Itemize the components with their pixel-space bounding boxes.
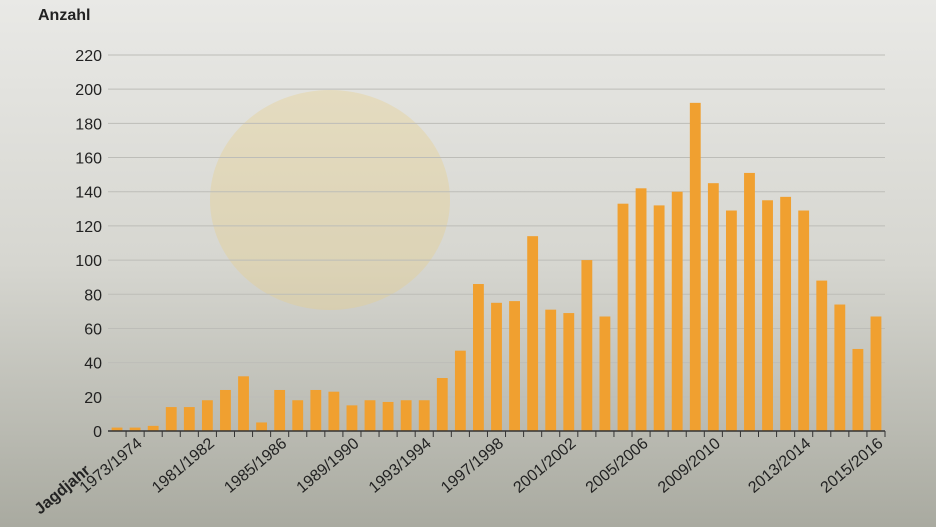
bar: [292, 400, 303, 431]
bar: [473, 284, 484, 431]
bar: [690, 103, 701, 431]
bar: [419, 400, 430, 431]
bar: [347, 405, 358, 431]
y-axis-title: Anzahl: [38, 7, 90, 24]
bar: [708, 183, 719, 431]
bar: [184, 407, 195, 431]
y-tick-label: 80: [84, 287, 102, 304]
bar: [762, 200, 773, 431]
bar: [365, 400, 376, 431]
bar: [581, 260, 592, 431]
bar: [618, 204, 629, 431]
bar: [310, 390, 321, 431]
bar: [328, 392, 339, 431]
y-tick-label: 20: [84, 390, 102, 407]
chart: Anzahl Jagdjahr 020406080100120140160180…: [0, 0, 936, 527]
bar: [816, 281, 827, 431]
y-tick-label: 140: [75, 185, 102, 202]
chart-container: Anzahl Jagdjahr 020406080100120140160180…: [0, 0, 936, 527]
bar: [545, 310, 556, 431]
bar: [852, 349, 863, 431]
y-tick-label: 220: [75, 48, 102, 65]
bar: [220, 390, 231, 431]
bar: [834, 305, 845, 431]
bar: [202, 400, 213, 431]
bar: [798, 211, 809, 431]
bar: [148, 426, 159, 431]
y-tick-label: 160: [75, 151, 102, 168]
y-tick-label: 40: [84, 356, 102, 373]
bar: [238, 376, 249, 431]
bar: [672, 192, 683, 431]
bar: [654, 205, 665, 431]
y-tick-label: 100: [75, 253, 102, 270]
bar: [871, 316, 882, 431]
bar: [437, 378, 448, 431]
bar: [455, 351, 466, 431]
y-tick-label: 120: [75, 219, 102, 236]
bar: [491, 303, 502, 431]
bar: [744, 173, 755, 431]
bar: [256, 422, 267, 431]
bar: [599, 316, 610, 431]
bar: [383, 402, 394, 431]
bar: [726, 211, 737, 431]
y-tick-label: 200: [75, 82, 102, 99]
bar: [527, 236, 538, 431]
bar: [636, 188, 647, 431]
bar: [401, 400, 412, 431]
bar: [509, 301, 520, 431]
y-tick-label: 60: [84, 321, 102, 338]
y-tick-label: 0: [93, 424, 102, 441]
bar: [166, 407, 177, 431]
y-tick-label: 180: [75, 116, 102, 133]
bar: [563, 313, 574, 431]
bar: [274, 390, 285, 431]
bar: [780, 197, 791, 431]
